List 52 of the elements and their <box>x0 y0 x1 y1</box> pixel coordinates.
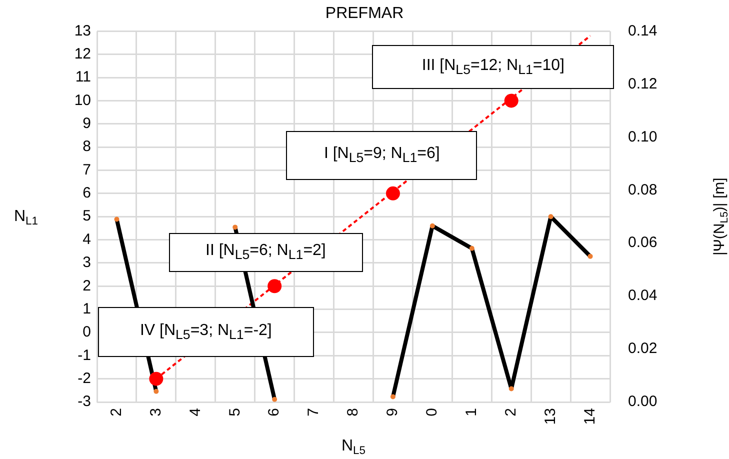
y-tick-label: 11 <box>75 68 91 86</box>
y-tick-label: -3 <box>78 393 91 410</box>
y2-tick-label: 0.14 <box>628 22 658 40</box>
x-tick-label: 6 <box>266 408 283 416</box>
x-tick-label: 8 <box>344 408 362 416</box>
text-box: II [N$_{L5}$=6; N$_{L1}$=2] <box>168 232 363 272</box>
x-tick-label: 4 <box>186 408 204 416</box>
x-tick-label: 13 <box>542 408 559 425</box>
y2-tick-label: 0.04 <box>628 287 658 304</box>
x-tick-label: 2 <box>108 408 125 416</box>
y-tick-label: 3 <box>82 254 91 272</box>
y2-tick-label: 0.06 <box>628 234 658 252</box>
point <box>268 279 282 294</box>
text-box: I [N$_{L5}$=9; N$_{L1}$=6] <box>286 130 478 180</box>
text-box: III [N$_{L5}$=12; N$_{L1}$=10] <box>372 45 614 90</box>
text-box: IV [N$_{L5}$=3; N$_{L1}$=-2] <box>98 306 314 357</box>
y-tick-label: 5 <box>82 208 91 225</box>
x-tick-label: 1 <box>463 408 480 416</box>
x-tick-label: 0 <box>424 408 441 416</box>
y-tick-label: 0 <box>82 324 91 341</box>
annotation: IV [N$_{L5}$=3; N$_{L1}$=-2] <box>140 322 272 342</box>
y2-tick-label: 0.12 <box>628 75 658 92</box>
y-tick-label: -2 <box>78 370 91 387</box>
point <box>386 186 400 200</box>
chart-title: PREFMAR <box>325 5 404 22</box>
annotation: II [N$_{L5}$=6; N$_{L1}$=2] <box>206 242 326 262</box>
y-tick-label: 1 <box>82 300 91 318</box>
x-tick-label: 5 <box>226 408 244 416</box>
y-tick-label: 2 <box>82 277 91 294</box>
x-tick-label: 14 <box>581 408 598 425</box>
y2-tick-label: 0.00 <box>628 393 658 410</box>
y-tick-label: -1 <box>78 346 91 364</box>
y-tick-label: 10 <box>74 92 91 109</box>
x-tick-label: 9 <box>384 408 402 416</box>
annotation: III [N$_{L5}$=12; N$_{L1}$=10] <box>422 56 564 78</box>
x-tick-label: 2 <box>502 408 520 416</box>
y-tick-label: 9 <box>82 115 91 132</box>
y-tick-label: 8 <box>82 138 91 156</box>
y2-tick-label: 0.08 <box>628 181 658 198</box>
y2-tick-label: 0.10 <box>628 128 658 146</box>
point <box>149 372 164 386</box>
point <box>504 94 518 108</box>
y2-tick-label: 0.02 <box>628 340 658 358</box>
y2-axis-title: |Ψ(NL5)| [m] <box>711 178 729 256</box>
x-tick-label: 7 <box>305 408 322 416</box>
y-tick-label: 13 <box>74 22 91 40</box>
y-tick-label: 6 <box>82 184 91 202</box>
y-tick-label: 12 <box>74 46 91 63</box>
x-tick-label: 3 <box>147 408 164 416</box>
annotation: I [N$_{L5}$=9; N$_{L1}$=6] <box>324 144 440 166</box>
y-tick-label: 4 <box>82 230 91 248</box>
y-tick-label: 7 <box>82 161 91 178</box>
